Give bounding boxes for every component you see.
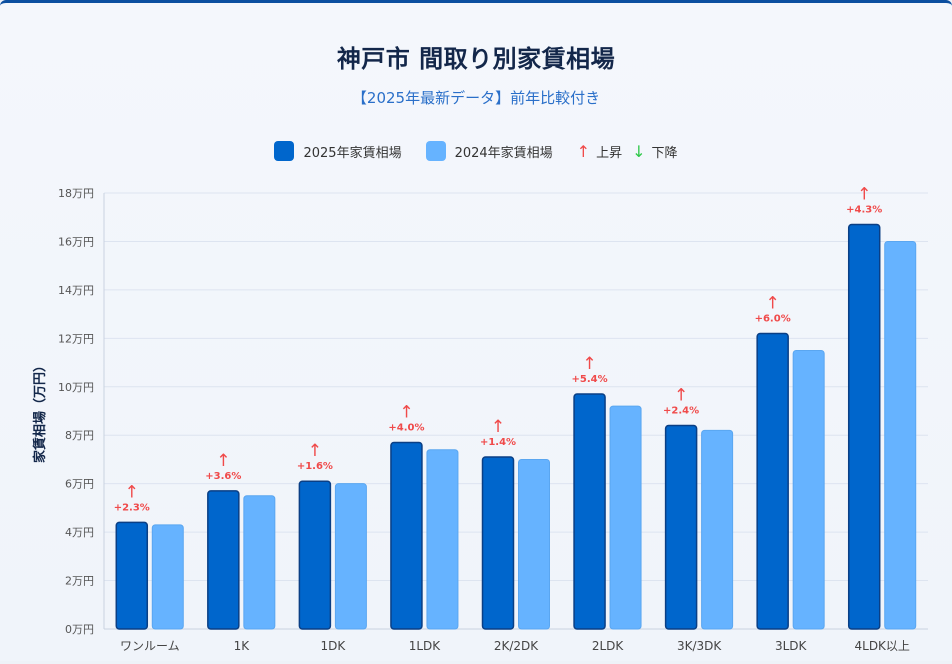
legend-label-up: 上昇 <box>596 145 623 161</box>
y-tick-label: 12万円 <box>58 332 94 345</box>
x-tick-label: 1DK <box>321 639 347 653</box>
change-label: +4.3% <box>846 204 882 215</box>
change-label: +3.6% <box>205 471 241 482</box>
legend-label-2024: 2024年家賃相場 <box>454 145 553 161</box>
change-label: +1.6% <box>297 461 333 472</box>
x-tick-label: 1LDK <box>409 639 442 653</box>
y-tick-label: 0万円 <box>65 623 94 636</box>
x-tick-label: 4LDK以上 <box>855 639 910 653</box>
y-tick-label: 16万円 <box>58 235 94 248</box>
change-label: +6.0% <box>755 313 791 324</box>
change-arrow-icon: ↑ <box>216 451 230 471</box>
bar-2025 <box>390 441 423 630</box>
y-tick-label: 2万円 <box>65 575 94 588</box>
chart-legend: 2025年家賃相場 2024年家賃相場 ↑ 上昇 ↓ 下降 <box>0 141 952 161</box>
change-arrow-icon: ↑ <box>766 293 780 313</box>
bar-2025 <box>664 424 698 630</box>
legend-swatch-2024 <box>425 141 446 161</box>
change-arrow-icon: ↑ <box>125 482 139 502</box>
x-tick-label: ワンルーム <box>120 639 180 653</box>
arrow-down-icon: ↓ <box>632 141 646 161</box>
y-tick-label: 4万円 <box>65 526 94 539</box>
bar-2024 <box>609 405 642 630</box>
bar-2025 <box>573 393 606 630</box>
bar-2025 <box>207 490 240 630</box>
x-tick-label: 1K <box>234 639 251 653</box>
change-label: +4.0% <box>388 422 424 433</box>
legend-label-down: 下降 <box>651 145 678 161</box>
change-label: +5.4% <box>571 374 607 385</box>
bar-2025 <box>298 480 332 630</box>
change-label: +2.4% <box>663 406 699 417</box>
legend-item-change: ↑ 上昇 ↓ 下降 <box>577 142 678 161</box>
change-arrow-icon: ↑ <box>857 184 871 204</box>
legend-label-2025: 2025年家賃相場 <box>303 145 402 161</box>
y-tick-label: 14万円 <box>58 284 94 297</box>
change-label: +1.4% <box>480 437 516 448</box>
bar-2024 <box>792 349 825 630</box>
change-arrow-icon: ↑ <box>674 386 688 406</box>
bar-2024 <box>151 524 184 630</box>
bar-2025 <box>756 332 789 630</box>
y-tick-label: 6万円 <box>65 478 94 491</box>
change-arrow-icon: ↑ <box>399 402 413 422</box>
x-tick-label: 2K/2DK <box>494 639 539 653</box>
bar-2024 <box>884 240 917 630</box>
legend-item-2025[interactable]: 2025年家賃相場 <box>274 141 402 161</box>
bar-2025 <box>115 521 149 630</box>
change-arrow-icon: ↑ <box>582 354 596 374</box>
bar-2024 <box>334 483 367 630</box>
bar-2024 <box>243 495 276 630</box>
chart-title: 神戸市 間取り別家賃相場 <box>336 45 616 73</box>
x-tick-label: 3K/3DK <box>677 639 722 653</box>
y-tick-label: 18万円 <box>58 187 94 200</box>
y-axis-label: 家賃相場（万円） <box>32 359 48 463</box>
chart-subtitle: 【2025年最新データ】前年比較付き <box>351 89 601 107</box>
bar-2024 <box>701 429 734 630</box>
x-tick-label: 3LDK <box>775 639 808 653</box>
y-tick-label: 10万円 <box>58 381 94 394</box>
y-tick-label: 8万円 <box>65 429 94 442</box>
bar-2024 <box>426 449 459 630</box>
change-arrow-icon: ↑ <box>491 417 505 437</box>
chart-plot: 0万円 2万円 4万円 6万円 8万円 10万円 12万円 14万円 16万円 18万円家賃相場（… <box>32 184 928 653</box>
change-arrow-icon: ↑ <box>308 441 322 461</box>
change-label: +2.3% <box>114 502 150 513</box>
bar-2024 <box>518 458 550 630</box>
legend-swatch-2025 <box>274 141 295 161</box>
bar-2025 <box>481 456 515 630</box>
arrow-up-icon: ↑ <box>576 141 591 161</box>
legend-item-2024[interactable]: 2024年家賃相場 <box>425 141 553 161</box>
bar-2025 <box>847 223 881 630</box>
x-tick-label: 2LDK <box>592 639 625 653</box>
